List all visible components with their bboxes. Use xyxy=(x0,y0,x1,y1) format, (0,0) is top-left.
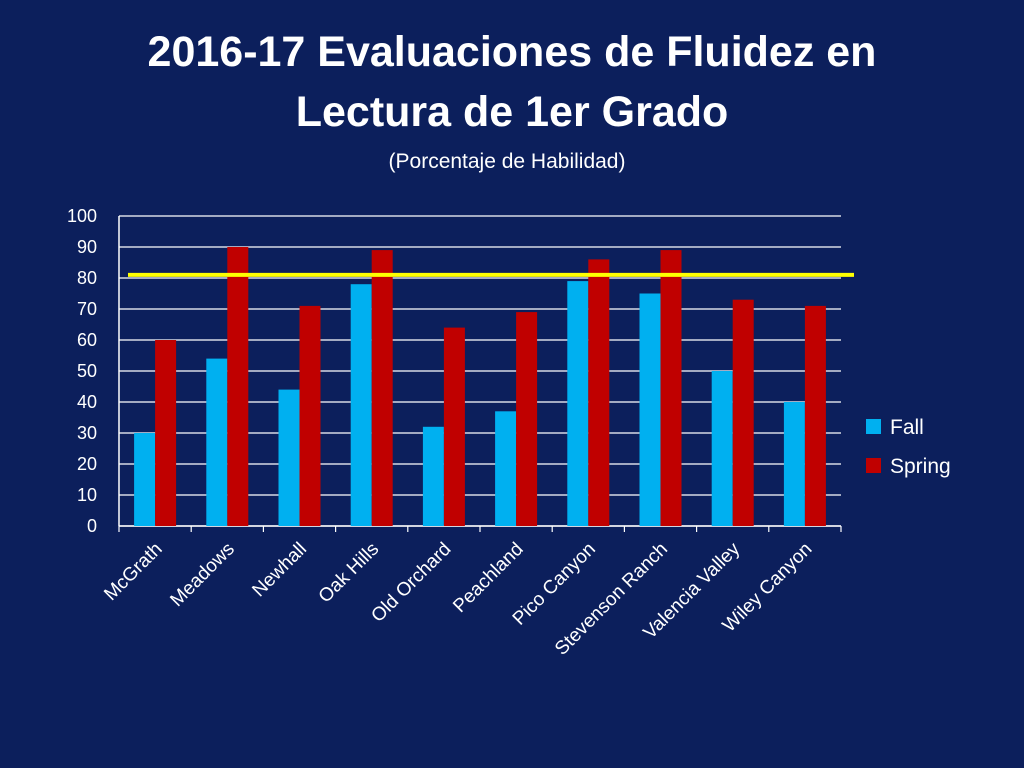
title-line-1: 2016-17 Evaluaciones de Fluidez en xyxy=(147,28,877,76)
y-tick-label: 0 xyxy=(87,516,97,536)
y-tick-label: 90 xyxy=(77,237,97,257)
x-category-label: Peachland xyxy=(449,539,527,617)
y-tick-label: 80 xyxy=(77,268,97,288)
bar-fall-peachland xyxy=(495,411,517,526)
x-category-label: Meadows xyxy=(166,539,238,611)
legend-label-spring: Spring xyxy=(890,455,951,478)
x-category-label: Oak Hills xyxy=(315,539,384,608)
x-category-label: McGrath xyxy=(100,539,166,605)
bar-fall-oak-hills xyxy=(350,284,372,526)
legend: Fall Spring xyxy=(866,416,951,478)
bar-spring-oak-hills xyxy=(371,250,393,526)
legend-swatch-fall xyxy=(866,419,881,434)
x-category-label: Newhall xyxy=(248,539,311,602)
legend-label-fall: Fall xyxy=(890,416,924,439)
y-tick-label: 30 xyxy=(77,423,97,443)
y-axis-ticks: 0 10 20 30 40 50 60 70 80 90 100 xyxy=(67,206,97,536)
bar-spring-pico-canyon xyxy=(588,259,610,526)
y-tick-label: 100 xyxy=(67,206,97,226)
y-tick-label: 60 xyxy=(77,330,97,350)
bar-fall-wiley-canyon xyxy=(783,402,805,526)
bar-fall-valencia-valley xyxy=(711,371,733,526)
bars xyxy=(134,247,826,526)
y-tick-label: 40 xyxy=(77,392,97,412)
bar-spring-mcgrath xyxy=(155,340,177,526)
y-tick-label: 70 xyxy=(77,299,97,319)
bar-fall-pico-canyon xyxy=(567,281,589,526)
title-line-2: Lectura de 1er Grado xyxy=(295,88,729,136)
slide-title: 2016-17 Evaluaciones de Fluidez en Lectu… xyxy=(0,22,1024,142)
legend-swatch-spring xyxy=(866,458,881,473)
bar-spring-valencia-valley xyxy=(732,299,754,526)
bar-fall-stevenson-ranch xyxy=(639,293,661,526)
bar-fall-mcgrath xyxy=(134,433,156,526)
bar-spring-peachland xyxy=(516,312,538,526)
bar-spring-old-orchard xyxy=(443,327,465,526)
bar-fall-meadows xyxy=(206,358,228,526)
slide-subtitle: (Porcentaje de Habilidad) xyxy=(388,150,626,173)
y-tick-label: 20 xyxy=(77,454,97,474)
bar-spring-meadows xyxy=(227,247,249,526)
y-tick-label: 10 xyxy=(77,485,97,505)
bar-spring-wiley-canyon xyxy=(804,305,826,526)
bar-fall-old-orchard xyxy=(422,426,444,526)
bar-fall-newhall xyxy=(278,389,300,526)
y-tick-label: 50 xyxy=(77,361,97,381)
bar-spring-stevenson-ranch xyxy=(660,250,682,526)
bar-spring-newhall xyxy=(299,305,321,526)
